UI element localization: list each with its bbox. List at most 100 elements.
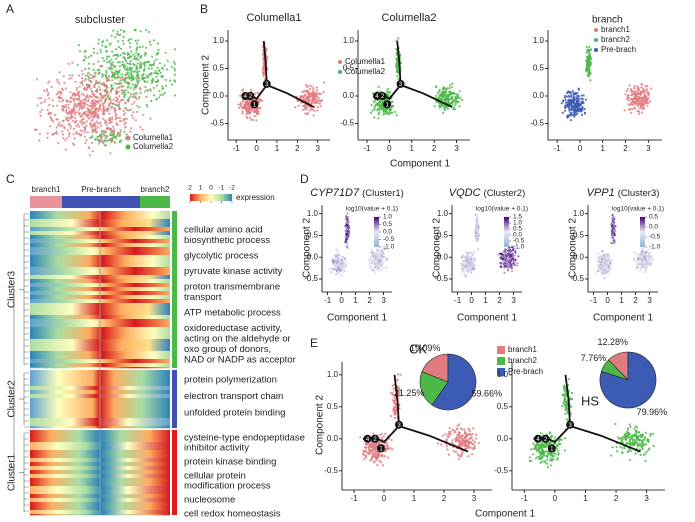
cell-dot (450, 101, 453, 105)
legend-label: Columella1 (345, 57, 386, 66)
cell-dot (516, 262, 519, 265)
cell-dot (372, 101, 375, 104)
cell-dot (313, 101, 316, 104)
cell-dot (393, 409, 396, 412)
cell-dot (66, 129, 69, 132)
legend-title: branch (592, 15, 623, 26)
colorbar-tick-label: 0.5 (383, 221, 392, 228)
cell-dot (101, 132, 104, 135)
cell-dot (97, 135, 100, 138)
x-tick-label: 3 (647, 296, 652, 305)
cell-dot (74, 93, 77, 96)
cell-dot (369, 443, 372, 446)
cell-dot (449, 84, 452, 87)
cell-dot (73, 137, 76, 140)
cell-dot (35, 128, 38, 131)
cell-dot (572, 96, 576, 99)
x-tick-label: -1 (324, 296, 332, 305)
cell-dot (577, 107, 580, 110)
cell-dot (166, 59, 169, 62)
cell-dot (129, 42, 132, 45)
cell-dot (399, 373, 402, 376)
cell-dot (101, 129, 104, 133)
branch-node-label: 3 (265, 82, 269, 88)
cell-dot (577, 94, 580, 98)
cell-dot (97, 126, 100, 129)
cell-dot (90, 102, 93, 105)
cell-dot (149, 117, 152, 120)
cell-dot (545, 462, 549, 465)
cell-dot (630, 111, 633, 114)
cell-dot (89, 87, 92, 90)
cell-dot (117, 55, 120, 58)
cell-dot (61, 130, 64, 133)
cell-dot (81, 129, 84, 132)
cell-dot (575, 112, 579, 115)
cell-dot (643, 265, 647, 269)
cell-dot (373, 108, 376, 111)
cell-dot (649, 87, 653, 90)
cell-dot (456, 97, 459, 100)
cell-dot (95, 79, 98, 82)
cell-dot (173, 80, 177, 83)
cell-dot (376, 453, 379, 456)
cell-dot (627, 94, 630, 97)
cell-dot (136, 75, 139, 78)
cell-dot (68, 74, 72, 77)
cell-dot (561, 111, 564, 114)
cell-dot (315, 92, 318, 95)
cell-dot (382, 435, 385, 438)
cell-dot (364, 449, 367, 452)
cell-dot (118, 86, 121, 89)
cell-dot (255, 109, 258, 113)
cell-dot (259, 107, 262, 110)
cell-dot (627, 108, 631, 111)
cell-dot (130, 66, 133, 69)
cell-dot (79, 81, 82, 85)
cell-dot (150, 67, 153, 70)
cell-dot (126, 86, 129, 89)
cell-dot (316, 109, 319, 112)
cell-dot (475, 437, 478, 440)
cell-dot (161, 93, 165, 96)
cell-dot (135, 42, 139, 45)
cell-dot (452, 450, 455, 453)
cell-dot (40, 101, 43, 105)
cell-dot (644, 102, 648, 105)
cell-dot (582, 94, 585, 97)
cell-dot (100, 139, 103, 142)
colorbar-tick-label: -1 (219, 185, 225, 192)
cell-dot (336, 260, 339, 263)
cell-dot (438, 106, 441, 109)
cell-dot (474, 433, 478, 436)
x-tick-label: -1 (554, 144, 562, 153)
cell-dot (464, 275, 467, 278)
cell-dot (86, 83, 89, 87)
cell-dot (461, 451, 464, 454)
cell-dot (460, 256, 463, 259)
cell-dot (460, 428, 463, 431)
cell-dot (91, 93, 94, 96)
cell-dot (75, 86, 78, 89)
cell-dot (114, 109, 117, 112)
cell-dot (139, 30, 142, 33)
cell-dot (144, 86, 147, 89)
cell-dot (446, 448, 449, 451)
cell-dot (87, 97, 90, 100)
cell-dot (641, 250, 644, 253)
cell-dot (111, 87, 114, 90)
cell-dot (122, 113, 125, 116)
cell-dot (601, 250, 604, 253)
cell-dot (105, 71, 108, 75)
cell-dot (463, 265, 466, 268)
gene-name: CYP71D7 (310, 187, 360, 199)
cell-dot (306, 99, 309, 102)
cell-dot (366, 443, 369, 446)
colorbar-tick-label: -1.0 (649, 244, 661, 251)
group-bar (30, 196, 62, 208)
cell-dot (152, 39, 155, 42)
cell-dot (508, 264, 511, 267)
cell-dot (58, 71, 61, 74)
cell-dot (134, 39, 137, 42)
cell-dot (125, 117, 128, 120)
